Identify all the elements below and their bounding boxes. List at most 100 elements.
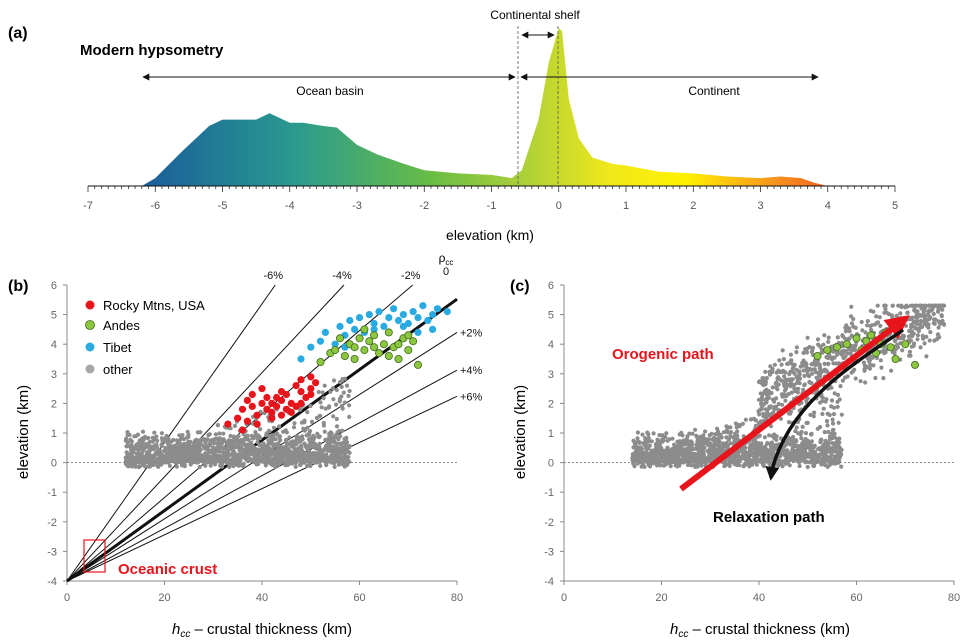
data-point-other [938,321,943,326]
data-point-other [238,451,243,456]
data-point-other [130,458,135,463]
data-point-other [177,447,182,453]
data-point-other [816,447,821,452]
data-point-other [666,437,672,442]
data-point-andes [340,351,349,360]
data-point-andes [842,340,851,349]
density-line-label: -2% [401,270,421,282]
data-point-tibet [385,314,393,322]
data-point-other [892,351,897,356]
data-point-other [788,442,793,447]
data-point-other [734,424,740,429]
data-point-other [815,337,821,342]
data-point-other [770,369,775,375]
data-point-tibet [429,311,437,319]
data-point-other [928,330,933,335]
data-point-other [124,444,129,449]
data-point-other [307,449,312,454]
data-point-other [638,445,643,450]
data-point-other [140,429,146,434]
data-point-other [152,430,157,435]
data-point-other [752,455,757,460]
data-point-andes [331,346,340,355]
data-point-other [239,441,244,446]
data-point-other [339,384,344,389]
data-point-other [852,346,857,351]
y-tick-label: 4 [51,339,57,351]
data-point-other [753,423,758,428]
data-point-other [865,319,870,324]
data-point-other [664,450,669,455]
data-point-other [247,442,252,447]
data-point-other [936,325,941,330]
data-point-other [342,455,347,460]
data-point-other [634,444,639,449]
data-point-other [292,421,297,426]
data-point-tibet [409,308,417,316]
data-point-other [178,453,183,458]
data-point-other [639,464,644,469]
data-point-other [836,420,841,425]
y-tick-label: 6 [51,280,57,292]
data-point-other [347,414,352,419]
data-point-tibet [429,325,437,333]
data-point-other [323,459,328,464]
data-point-other [150,439,155,444]
data-point-other [914,321,919,327]
data-point-other [251,434,256,439]
data-point-other [301,426,306,431]
data-point-other [822,430,827,435]
data-point-other [939,314,944,319]
data-point-other [825,423,830,428]
legend-other-marker [85,364,95,374]
data-point-other [792,371,797,376]
data-point-other [324,453,329,458]
panel-c-label: (c) [510,278,530,295]
data-point-other [308,403,313,409]
data-point-other [871,363,876,368]
data-point-other [718,444,723,449]
data-point-other [802,382,807,387]
data-point-other [188,462,193,467]
data-point-other [245,451,250,457]
data-point-other [667,451,673,457]
data-point-other [744,451,749,456]
data-point-other [282,459,287,464]
data-point-other [783,394,789,399]
data-point-andes [394,354,403,363]
data-point-other [859,319,864,325]
data-point-rocky-mtns-usa [273,402,281,410]
data-point-other [789,450,795,455]
panel-b-y-axis-label: elevation (km) [15,385,32,479]
data-point-other [164,439,169,444]
panel-a-label: (a) [8,25,28,42]
continental-shelf-label: Continental shelf [490,8,580,22]
data-point-other [684,448,689,453]
data-point-other [910,315,915,320]
data-point-other [338,448,343,453]
data-point-other [636,439,641,444]
data-point-other [221,431,226,436]
data-point-other [820,399,825,404]
data-point-other [147,456,152,462]
data-point-other [853,325,858,330]
data-point-other [840,378,846,383]
data-point-other [871,309,876,314]
data-point-other [751,416,757,421]
data-point-other [287,435,292,440]
data-point-other [166,452,171,457]
data-point-tibet [419,302,427,310]
data-point-other [239,447,245,452]
data-point-other [273,453,278,458]
data-point-other [170,451,175,456]
x-tick-label: 80 [948,592,960,604]
data-point-other [347,403,352,408]
legend-rocky-marker [85,300,95,310]
data-point-other [677,463,682,468]
data-point-other [814,360,819,365]
panel-c-y-axis-label: elevation (km) [512,385,529,479]
data-point-tibet [321,328,329,336]
data-point-other [263,463,268,468]
data-point-other [284,430,289,435]
data-point-other [214,457,219,462]
